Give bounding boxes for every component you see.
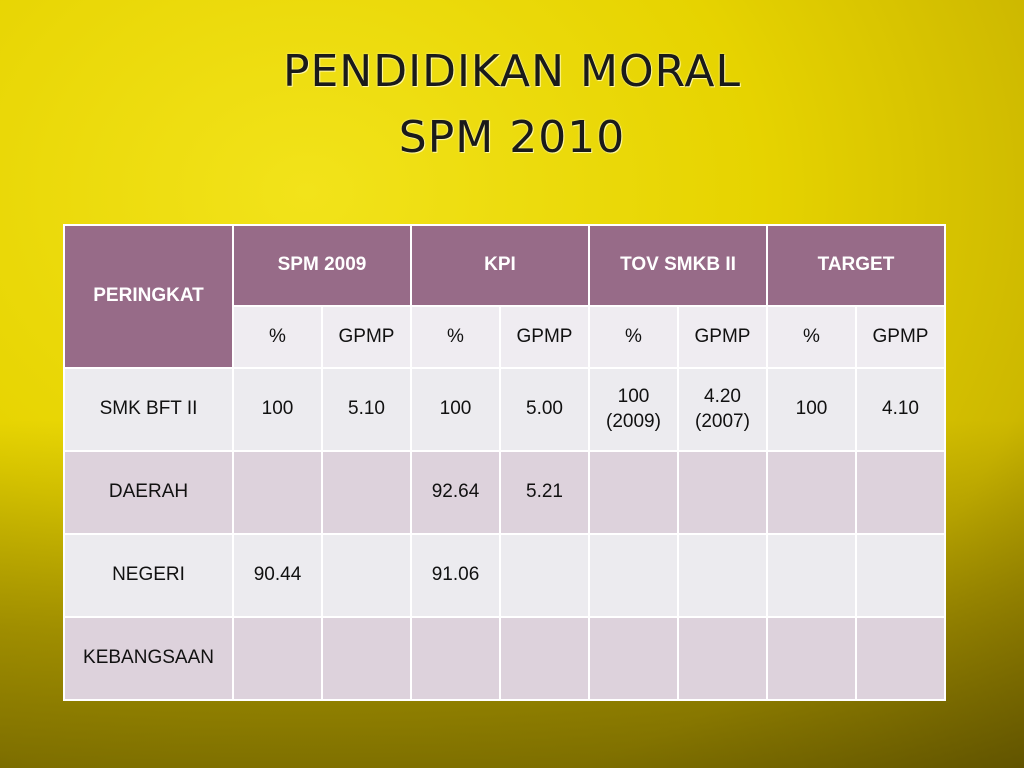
results-table: PERINGKAT SPM 2009 KPI TOV SMKB II TARGET% GP… [63,224,946,701]
value-cell [232,616,323,701]
value-cell [499,616,590,701]
value-cell [677,450,768,535]
subheader: % [588,305,679,369]
subheader: GPMP [855,305,946,369]
table-row: KEBANGSAAN [63,616,946,701]
row-label: SMK BFT II [63,367,234,452]
value-cell [766,533,857,618]
value-cell [232,450,323,535]
subheader: % [766,305,857,369]
row-label: KEBANGSAAN [63,616,234,701]
value-cell [321,450,412,535]
value-cell: 90.44 [232,533,323,618]
value-cell [321,533,412,618]
row-label: DAERAH [63,450,234,535]
value-cell [677,533,768,618]
value-cell: 4.10 [855,367,946,452]
group-header: TOV SMKB II [588,224,768,307]
title-line: SPM 2010 [398,112,626,163]
value-cell: 91.06 [410,533,501,618]
group-header: SPM 2009 [232,224,412,307]
value-cell [410,616,501,701]
table-row: % GPMP% GPMP% GPMP% GPMP [64,305,946,369]
value-cell: 92.64 [410,450,501,535]
group-header: TARGET [766,224,946,307]
value-cell: 5.00 [499,367,590,452]
value-cell: 4.20 (2007) [677,367,768,452]
value-cell: 100 [410,367,501,452]
value-cell [855,450,946,535]
value-cell [855,616,946,701]
value-cell [766,450,857,535]
value-cell [588,450,679,535]
subheader: % [232,305,323,369]
value-cell [588,533,679,618]
table-row: NEGERI 90.44 91.06 [63,533,946,618]
subheader: GPMP [677,305,768,369]
group-header: KPI [410,224,590,307]
value-cell [321,616,412,701]
value-cell [855,533,946,618]
value-cell [677,616,768,701]
row-header: PERINGKAT [63,224,234,369]
value-cell: 5.10 [321,367,412,452]
table-row: SMK BFT II 100 5.10 100 5.00 100 (2009) 4.20 (… [63,367,946,452]
value-cell: 5.21 [499,450,590,535]
value-cell [499,533,590,618]
value-cell [766,616,857,701]
value-cell: 100 [766,367,857,452]
subheader: GPMP [499,305,590,369]
value-cell [588,616,679,701]
subheader: GPMP [321,305,412,369]
title-line: PENDIDIKAN MORAL [282,46,742,97]
row-label: NEGERI [63,533,234,618]
table-row: DAERAH 92.64 5.21 [63,450,946,535]
table-row: PERINGKAT SPM 2009 KPI TOV SMKB II TARGET [63,224,946,369]
value-cell: 100 [232,367,323,452]
subheader: % [410,305,501,369]
value-cell: 100 (2009) [588,367,679,452]
